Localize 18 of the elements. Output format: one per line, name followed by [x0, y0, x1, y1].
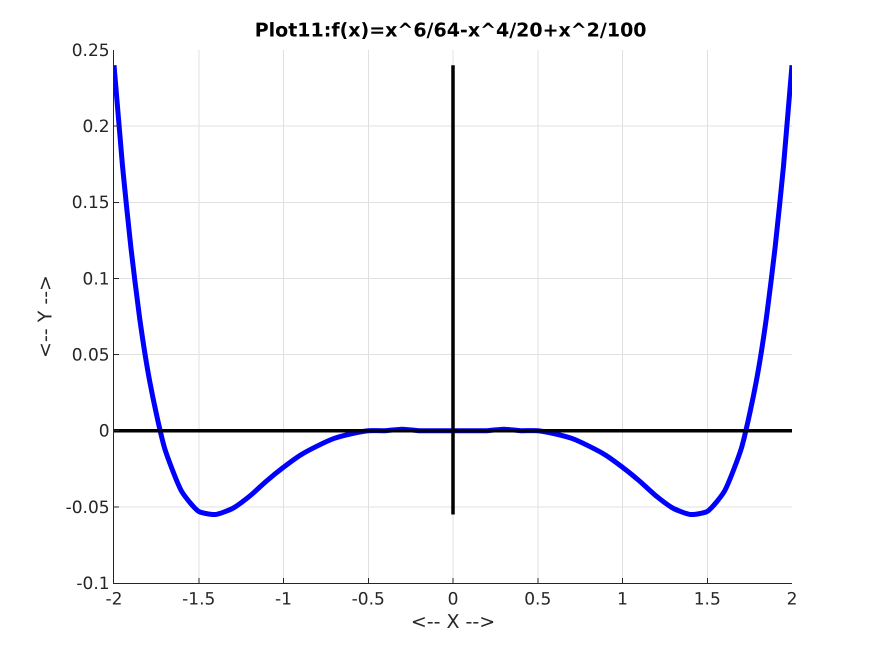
y-tick-label: 0.1 — [82, 269, 110, 290]
x-tick-label: -0.5 — [352, 589, 385, 610]
x-tick-label: 1.5 — [694, 589, 721, 610]
x-tick-label: 2 — [786, 589, 798, 610]
x-tick-label: 0 — [448, 589, 458, 610]
y-tick-label: 0 — [98, 422, 110, 442]
y-tick-label: 0.25 — [72, 40, 110, 61]
y-tick-label: -0.05 — [66, 498, 110, 518]
x-tick-label: -1.5 — [182, 589, 216, 610]
chart-title: Plot11:f(x)=x^6/64-x^4/20+x^2/100 — [254, 19, 647, 42]
x-axis-title: <-- X --> — [410, 611, 496, 634]
x-tick-label: -1 — [275, 589, 292, 610]
y-tick-label: 0.2 — [82, 117, 110, 138]
x-tick-label: 1 — [617, 589, 628, 610]
y-axis-title: <-- Y --> — [34, 275, 56, 358]
y-tick-label: 0.15 — [72, 193, 110, 214]
x-tick-label: 0.5 — [524, 589, 552, 610]
y-tick-label: 0.05 — [72, 346, 110, 366]
